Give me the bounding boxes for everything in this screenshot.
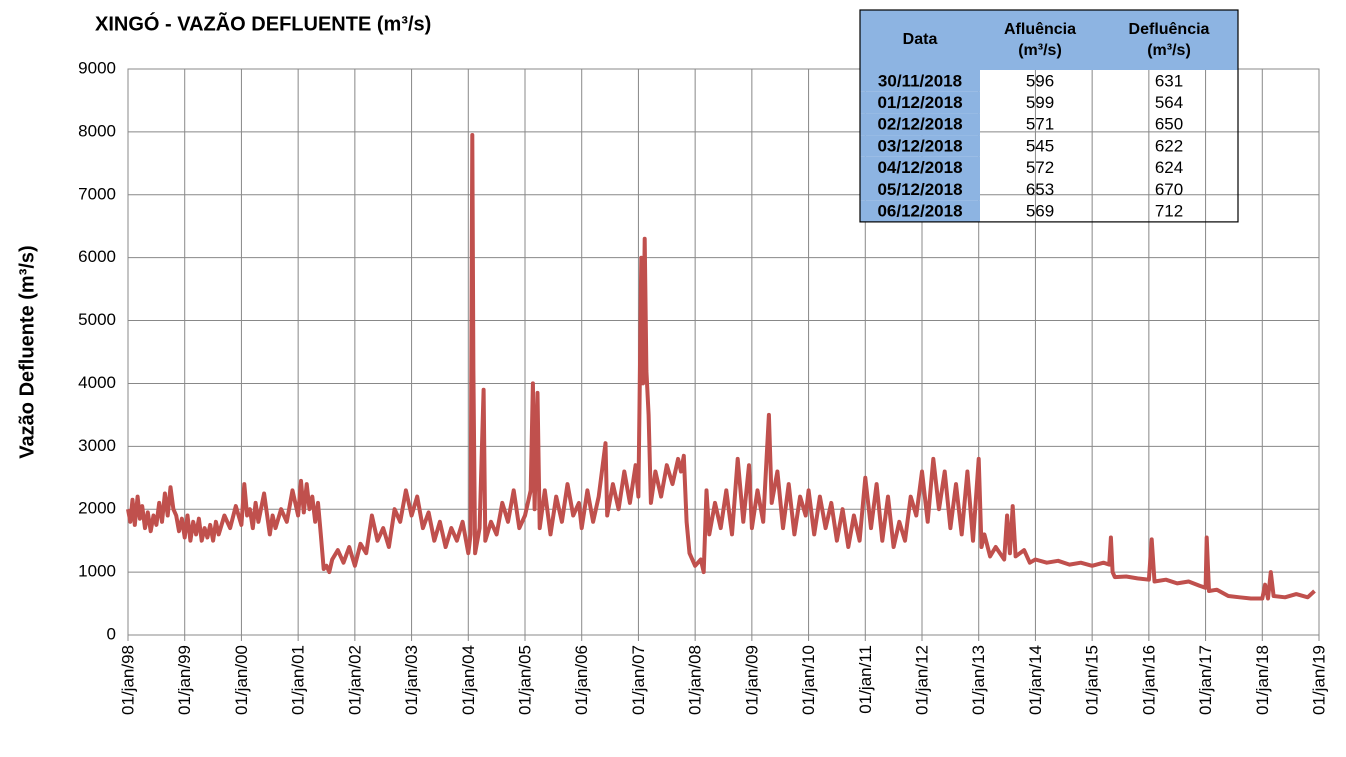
series: [126, 133, 1316, 601]
table-cell: 653: [1026, 180, 1054, 199]
table-date-cell: [860, 91, 980, 114]
series-line: [126, 133, 1316, 601]
data-table: 30/11/2018 596 631 01/12/2018 599 564 02/12/20…: [859, 9, 1239, 223]
table-cell: 622: [1155, 136, 1183, 155]
y-tick-label: 7000: [78, 184, 116, 203]
table-cell: 569: [1026, 202, 1054, 221]
table-cell: 545: [1026, 136, 1054, 155]
table-cell: 599: [1026, 93, 1054, 112]
table-cell: 05/12/2018: [877, 180, 962, 199]
table-cell: 596: [1026, 71, 1054, 90]
x-tick-label: 01/jan/12: [912, 645, 931, 715]
table-date-cell: [860, 156, 980, 179]
x-tick-label: 01/jan/00: [232, 645, 251, 715]
grid: [127, 68, 1320, 636]
x-tick-label: 01/jan/14: [1026, 645, 1045, 715]
x-tick-label: 01/jan/04: [459, 645, 478, 715]
x-tick-label: 01/jan/99: [175, 645, 194, 715]
table-cell: 631: [1155, 71, 1183, 90]
table-date-cell: [860, 178, 980, 201]
x-tick-label: 01/jan/13: [969, 645, 988, 715]
x-tick-label: 01/jan/05: [515, 645, 534, 715]
y-tick-label: 6000: [78, 247, 116, 266]
table-date-cell: [860, 135, 980, 157]
x-tick-label: 01/jan/02: [345, 645, 364, 715]
x-tick-label: 01/jan/11: [856, 645, 875, 714]
table-header: (m³/s): [1147, 42, 1191, 59]
x-tick-label: 01/jan/01: [289, 645, 308, 715]
table-cell: 02/12/2018: [877, 115, 962, 134]
plot-frame: [127, 68, 1320, 636]
x-tick-label: 01/jan/08: [686, 645, 705, 715]
x-tick-label: 01/jan/98: [118, 645, 137, 715]
table-cell: 650: [1155, 115, 1183, 134]
x-tick-label: 01/jan/17: [1196, 645, 1215, 715]
table-cell: 712: [1155, 202, 1183, 221]
y-tick-label: 8000: [78, 121, 116, 140]
table-header: Afluência: [1004, 21, 1076, 38]
table-border: [859, 9, 1239, 223]
x-tick-label: 01/jan/15: [1083, 645, 1102, 715]
chart-title: XINGÓ - VAZÃO DEFLUENTE (m³/s): [95, 11, 431, 35]
x-tick-label: 01/jan/07: [629, 645, 648, 715]
y-tick-label: 5000: [78, 310, 116, 329]
table-cell: 572: [1026, 158, 1054, 177]
y-tick-label: 3000: [78, 436, 116, 455]
table-header: Defluência: [1129, 21, 1210, 38]
y-tick-label: 2000: [78, 499, 116, 518]
table-date-cell: [860, 70, 980, 92]
table-date-cell: [860, 200, 980, 222]
x-tick-label: 01/jan/19: [1309, 645, 1328, 715]
table-cell: 30/11/2018: [878, 71, 962, 90]
table-cell: 04/12/2018: [877, 158, 962, 177]
table-cell: 564: [1155, 93, 1183, 112]
y-tick-label: 4000: [78, 373, 116, 392]
table-cell: 624: [1155, 158, 1183, 177]
y-tick-label: 1000: [78, 562, 116, 581]
x-tick-label: 01/jan/06: [572, 645, 591, 715]
table-date-cell: [860, 113, 980, 136]
table-cell: 670: [1155, 180, 1183, 199]
table-header: (m³/s): [1018, 42, 1062, 59]
table-cell: 03/12/2018: [877, 136, 962, 155]
x-tick-label: 01/jan/03: [402, 645, 421, 715]
x-tick-label: 01/jan/18: [1253, 645, 1272, 715]
table-header: Data: [903, 31, 938, 48]
table-cell: 571: [1026, 115, 1054, 134]
table-cell: 06/12/2018: [877, 202, 962, 221]
table-header-bg: [860, 10, 1238, 70]
x-tick-label: 01/jan/10: [799, 645, 818, 715]
x-tick-label: 01/jan/16: [1139, 645, 1158, 715]
y-tick-label: 9000: [78, 58, 116, 77]
table-cell: 01/12/2018: [877, 93, 962, 112]
y-axis-label: Vazão Defluente (m³/s): [16, 245, 38, 458]
y-tick-label: 0: [107, 624, 116, 643]
x-tick-label: 01/jan/09: [742, 645, 761, 715]
